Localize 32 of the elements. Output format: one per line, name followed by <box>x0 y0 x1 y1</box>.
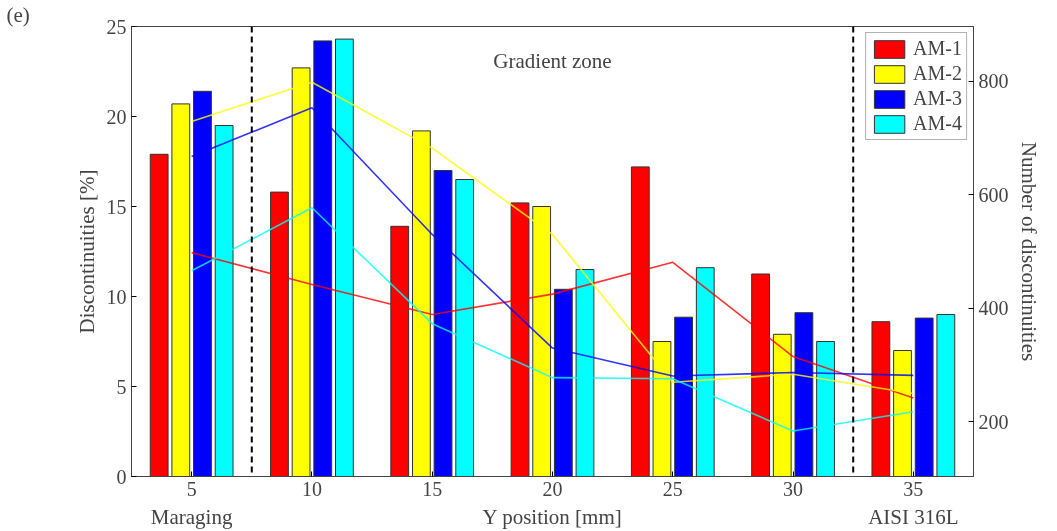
y2-tick-label: 800 <box>978 70 1009 93</box>
annotation: Gradient zone <box>493 48 612 73</box>
legend-label: AM-2 <box>913 62 962 85</box>
y-axis-title: Discontinuities [%] <box>74 169 99 334</box>
x-tick-label: 15 <box>422 477 443 500</box>
x-tick-label: 35 <box>903 477 924 500</box>
y2-axis-title: Number of discontinuities <box>1016 141 1041 362</box>
y2-tick-label: 200 <box>978 410 1009 433</box>
y2-tick-label: 400 <box>978 297 1009 320</box>
y-tick-label: 0 <box>116 465 127 488</box>
y-tick-label: 5 <box>116 375 127 398</box>
x-tick-label: 5 <box>186 477 197 500</box>
text: Maraging <box>150 504 233 529</box>
legend-label: AM-3 <box>913 87 962 110</box>
bar <box>149 153 169 477</box>
bar <box>171 103 191 477</box>
bar <box>936 314 956 477</box>
x-tick-label: 20 <box>542 477 563 500</box>
x-tick-label: 10 <box>301 477 322 500</box>
y2-tick-label: 600 <box>978 183 1009 206</box>
y-tick-label: 25 <box>106 15 127 38</box>
legend-label: AM-4 <box>913 112 962 135</box>
y-tick-label: 10 <box>106 285 127 308</box>
legend-label: AM-1 <box>913 37 962 60</box>
text: AISI 316L <box>868 504 959 529</box>
x-tick-label: 30 <box>783 477 804 500</box>
x-axis-title: Y position [mm] <box>482 504 622 529</box>
y-tick-label: 15 <box>106 195 127 218</box>
x-tick-label: 25 <box>662 477 683 500</box>
text: (e) <box>6 2 30 27</box>
bar <box>914 317 934 477</box>
y-tick-label: 20 <box>106 105 127 128</box>
